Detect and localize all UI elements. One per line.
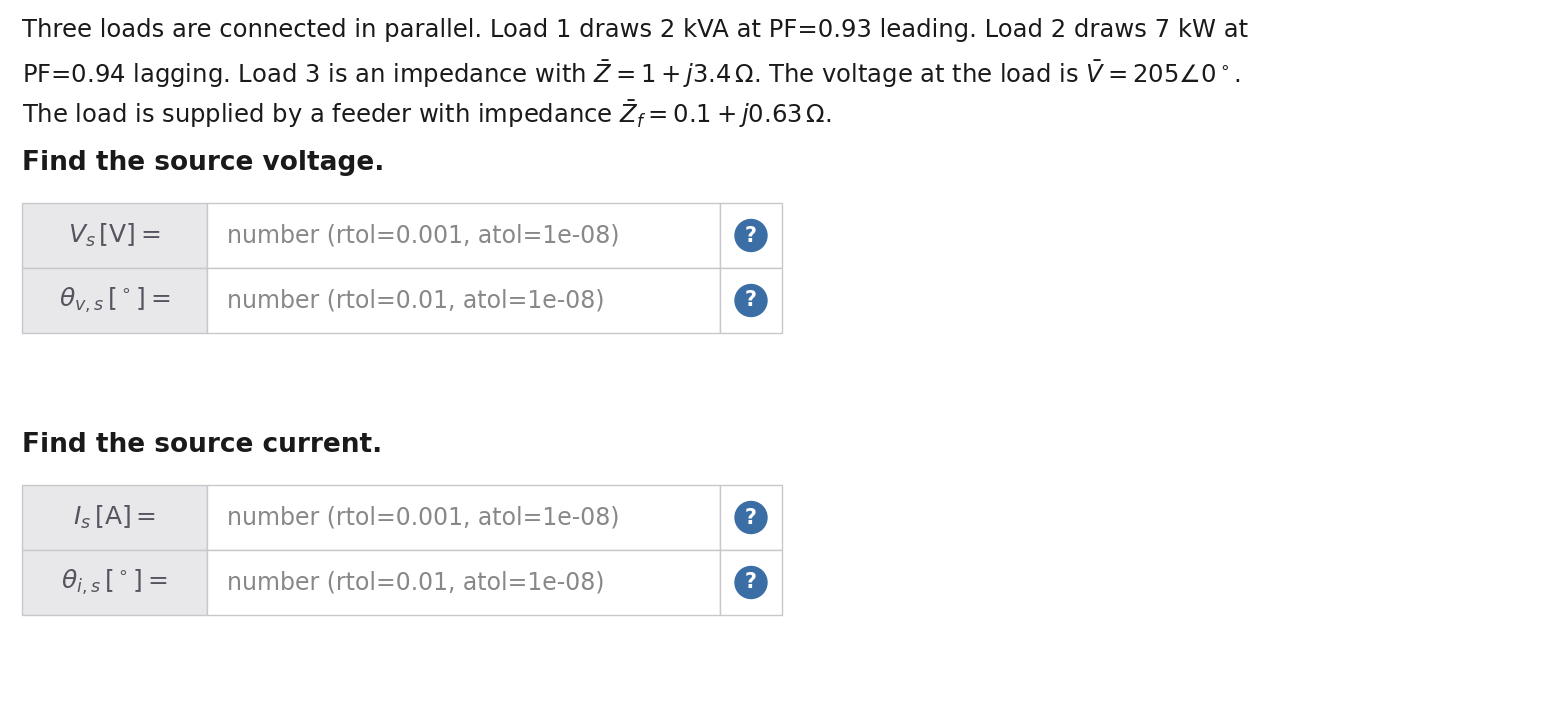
Circle shape: [735, 219, 768, 251]
Text: number (rtol=0.01, atol=1e-08): number (rtol=0.01, atol=1e-08): [227, 571, 605, 595]
FancyBboxPatch shape: [720, 485, 782, 550]
Text: Find the source current.: Find the source current.: [22, 432, 382, 458]
Text: $\theta_{i,s}\,\left[^\circ\right] =$: $\theta_{i,s}\,\left[^\circ\right] =$: [61, 568, 168, 597]
Text: PF=0.94 lagging. Load 3 is an impedance with $\bar{Z} = 1 + j3.4\,\Omega$. The v: PF=0.94 lagging. Load 3 is an impedance …: [22, 58, 1242, 90]
FancyBboxPatch shape: [720, 550, 782, 615]
Text: The load is supplied by a feeder with impedance $\bar{Z}_f = 0.1 + j0.63\,\Omega: The load is supplied by a feeder with im…: [22, 98, 831, 130]
FancyBboxPatch shape: [720, 268, 782, 333]
FancyBboxPatch shape: [22, 550, 207, 615]
FancyBboxPatch shape: [22, 268, 207, 333]
FancyBboxPatch shape: [22, 203, 207, 268]
FancyBboxPatch shape: [207, 485, 720, 550]
Text: ?: ?: [744, 573, 757, 593]
Circle shape: [735, 285, 768, 316]
Text: number (rtol=0.001, atol=1e-08): number (rtol=0.001, atol=1e-08): [227, 224, 620, 248]
Text: $V_s\,[\mathrm{V}]=$: $V_s\,[\mathrm{V}]=$: [68, 222, 162, 249]
Circle shape: [735, 501, 768, 534]
FancyBboxPatch shape: [22, 485, 207, 550]
Text: $\theta_{v,s}\,\left[^\circ\right] =$: $\theta_{v,s}\,\left[^\circ\right] =$: [59, 286, 171, 315]
FancyBboxPatch shape: [207, 550, 720, 615]
Circle shape: [735, 566, 768, 598]
Text: number (rtol=0.01, atol=1e-08): number (rtol=0.01, atol=1e-08): [227, 288, 605, 312]
Text: $I_s\,[\mathrm{A}]=$: $I_s\,[\mathrm{A}]=$: [73, 504, 155, 531]
FancyBboxPatch shape: [720, 203, 782, 268]
Text: ?: ?: [744, 290, 757, 311]
Text: Three loads are connected in parallel. Load 1 draws 2 kVA at PF=0.93 leading. Lo: Three loads are connected in parallel. L…: [22, 18, 1248, 42]
Text: Find the source voltage.: Find the source voltage.: [22, 150, 384, 176]
FancyBboxPatch shape: [207, 268, 720, 333]
Text: ?: ?: [744, 508, 757, 527]
Text: ?: ?: [744, 226, 757, 246]
FancyBboxPatch shape: [207, 203, 720, 268]
Text: number (rtol=0.001, atol=1e-08): number (rtol=0.001, atol=1e-08): [227, 506, 620, 530]
